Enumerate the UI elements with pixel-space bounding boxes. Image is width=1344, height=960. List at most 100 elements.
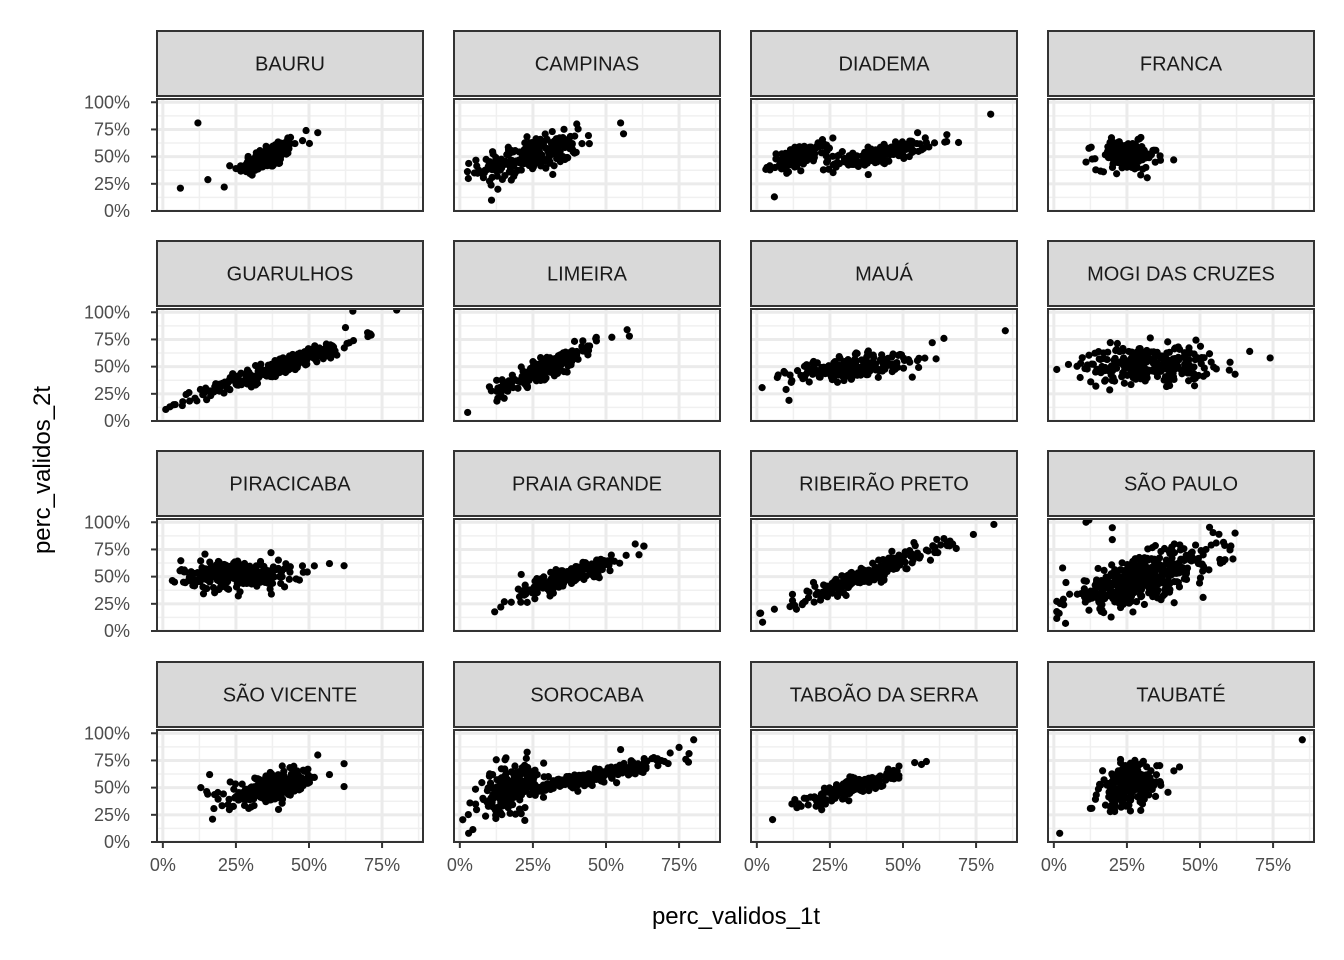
data-point <box>1171 355 1179 363</box>
data-point <box>176 184 184 192</box>
data-point <box>1078 354 1086 362</box>
data-point <box>530 583 538 591</box>
facet-strip-label: MAUÁ <box>855 263 913 286</box>
data-point <box>879 782 887 790</box>
data-point <box>521 588 530 596</box>
facet-panel: PRAIA GRANDE <box>453 450 721 632</box>
data-point <box>631 540 639 548</box>
data-point <box>870 576 878 584</box>
facet-strip-label: PRAIA GRANDE <box>512 474 662 496</box>
data-point <box>1080 577 1088 585</box>
data-point <box>485 772 494 780</box>
data-point <box>500 598 508 606</box>
data-point <box>529 362 537 370</box>
data-point <box>559 349 567 357</box>
facet-strip <box>156 240 424 307</box>
data-point <box>1112 592 1120 600</box>
data-point <box>504 387 512 395</box>
data-points <box>1053 519 1239 627</box>
y-tick-label: 50% <box>94 147 130 167</box>
data-point <box>835 588 843 597</box>
facet-panel: LIMEIRA <box>453 240 721 422</box>
data-point <box>861 573 870 581</box>
facet-strip <box>453 30 721 97</box>
data-point <box>629 758 637 766</box>
data-point <box>1231 370 1239 378</box>
data-point <box>1104 348 1112 356</box>
data-point <box>619 130 628 138</box>
data-point <box>564 576 572 584</box>
data-point <box>1135 345 1143 353</box>
y-tick-label: 75% <box>94 539 130 559</box>
data-point <box>325 350 333 358</box>
y-tick-label: 100% <box>84 92 130 112</box>
data-point <box>572 563 580 571</box>
data-point <box>1087 378 1095 386</box>
data-point <box>549 784 557 792</box>
data-point <box>498 376 506 384</box>
data-point <box>776 161 785 170</box>
data-point <box>1127 380 1135 389</box>
data-point <box>566 356 575 364</box>
data-point <box>1225 366 1233 374</box>
data-point <box>543 135 551 143</box>
data-point <box>1166 585 1174 594</box>
data-point <box>501 795 510 803</box>
data-point <box>608 333 616 341</box>
data-points <box>197 751 348 823</box>
data-point <box>844 161 853 169</box>
data-point <box>1150 357 1158 365</box>
x-tick-label: 50% <box>291 855 327 875</box>
data-point <box>1159 592 1167 600</box>
data-point <box>207 391 215 400</box>
data-point <box>498 783 507 791</box>
data-point <box>1121 584 1129 592</box>
panel-border <box>750 518 1018 632</box>
data-point <box>940 334 948 342</box>
facet-strip-label: RIBEIRÃO PRETO <box>799 472 969 496</box>
gridlines <box>1048 99 1314 211</box>
data-point <box>240 577 248 585</box>
data-point <box>1123 779 1131 787</box>
facet-strip-label: SÃO VICENTE <box>223 683 357 707</box>
data-point <box>581 347 589 355</box>
data-point <box>521 804 529 812</box>
data-point <box>809 578 818 587</box>
data-point <box>1170 375 1178 384</box>
data-point <box>208 815 217 823</box>
data-point <box>188 573 196 581</box>
data-point <box>831 577 839 585</box>
panel-border <box>1047 98 1315 212</box>
data-point <box>864 147 872 155</box>
data-point <box>232 583 241 591</box>
data-point <box>501 756 509 764</box>
data-point <box>895 762 903 770</box>
data-point <box>1207 541 1215 549</box>
facet-panel: BAURU 0% 25% 50% 75% 100% <box>84 30 424 221</box>
data-point <box>256 557 265 566</box>
data-point <box>1170 156 1178 164</box>
data-point <box>1099 767 1107 775</box>
data-point <box>768 816 777 824</box>
data-point <box>852 779 860 787</box>
data-point <box>1194 559 1203 568</box>
data-point <box>508 780 516 788</box>
data-point <box>823 593 832 601</box>
gridlines <box>1048 519 1314 631</box>
data-point <box>310 562 318 570</box>
data-point <box>690 736 698 744</box>
facet-strip-label: SOROCABA <box>530 685 644 707</box>
data-point <box>1226 546 1234 554</box>
data-point <box>305 139 314 148</box>
data-point <box>194 119 202 127</box>
data-point <box>1113 149 1121 157</box>
data-point <box>1151 567 1159 575</box>
data-point <box>1158 568 1166 577</box>
data-point <box>315 344 324 352</box>
data-point <box>1111 598 1119 606</box>
data-point <box>1117 759 1125 767</box>
data-point <box>466 799 474 807</box>
data-point <box>809 365 817 373</box>
data-point <box>921 134 929 142</box>
data-point <box>488 798 496 807</box>
